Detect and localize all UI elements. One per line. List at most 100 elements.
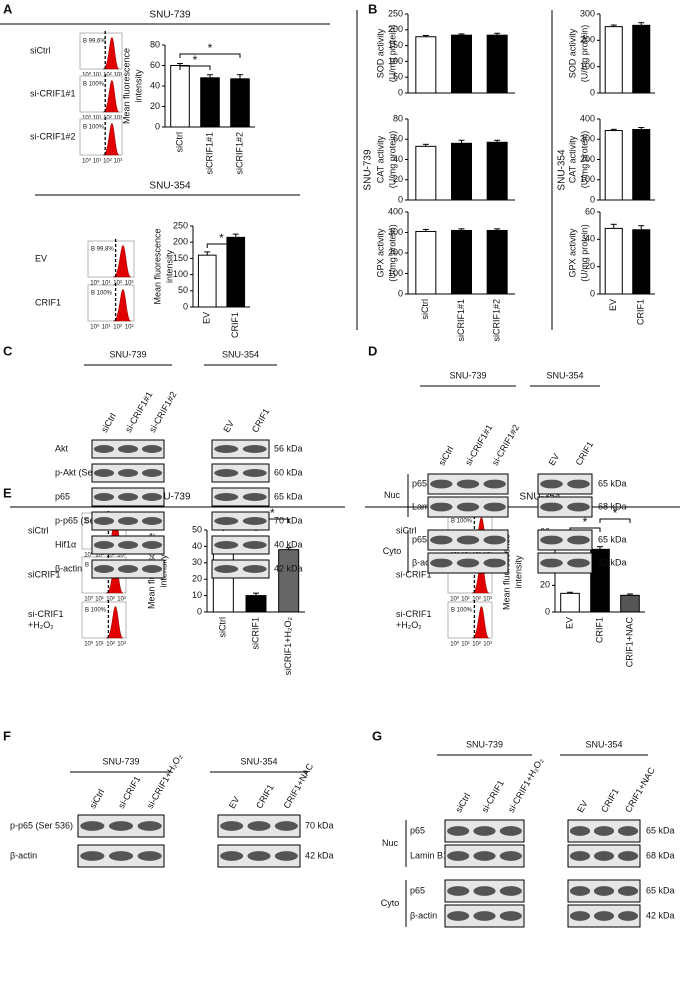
blot-band (456, 535, 480, 545)
histogram-axis-label: 10¹ (95, 553, 104, 559)
x-tick-label: siCRIF1#2 (492, 299, 502, 342)
blot-band (117, 517, 139, 525)
blot-band (214, 445, 239, 453)
blot-frame (211, 439, 270, 459)
blot-band (473, 826, 496, 836)
y-axis-label: intensity (133, 69, 143, 103)
y-axis-label: GPX activity (567, 228, 577, 278)
y-tick-label: 0 (590, 87, 595, 97)
blot-band (242, 493, 267, 501)
y-tick-label: 0 (398, 288, 403, 298)
row-label: β-actin (55, 563, 82, 573)
y-tick-label: 250 (388, 8, 403, 18)
histogram-axis-label: 10² (113, 325, 122, 331)
histogram-axis-label: 10² (472, 597, 481, 603)
lane-label: si-CRIF1 (116, 774, 142, 810)
group-title: SNU-354 (585, 739, 622, 749)
kda-label: 65 kDa (274, 491, 303, 501)
y-tick-label: 20 (540, 580, 550, 590)
gate-label: B 99.6% (83, 39, 106, 45)
blot-band (499, 911, 522, 921)
y-tick-label: 50 (192, 524, 202, 534)
bar (604, 130, 623, 201)
row-label: Lamin B1 (410, 850, 448, 860)
row-label: p65 (410, 885, 425, 895)
y-tick-label: 200 (388, 24, 403, 34)
histogram-peak (106, 606, 124, 639)
panel-label: D (368, 343, 377, 358)
blot-band (430, 502, 453, 512)
histogram-axis-label: 10³ (117, 642, 126, 648)
row-label: p65 (55, 491, 70, 501)
blot-band (540, 558, 563, 568)
y-tick-label: 200 (388, 247, 403, 257)
row-label: p65 (410, 825, 425, 835)
kda-label: 70 kDa (274, 515, 303, 525)
panel-label: G (372, 728, 382, 743)
histogram-axis-label: 10² (106, 642, 115, 648)
group-title: SNU-354 (149, 181, 191, 192)
row-label: siCtrl (30, 45, 51, 55)
histogram-axis-label: 10² (472, 642, 481, 648)
section-label: Cyto (381, 898, 400, 908)
blot-band (499, 826, 522, 836)
row-label: si-CRIF1#1 (30, 88, 76, 98)
bar (632, 129, 651, 201)
x-tick-label: siCRIF1#1 (456, 299, 466, 342)
blot-band (117, 445, 139, 453)
blot-band (214, 541, 239, 549)
y-tick-label: 50 (178, 285, 188, 295)
x-tick-label: EV (202, 312, 212, 324)
blot-band (617, 911, 639, 921)
histogram-axis-label: 10⁰ (450, 641, 460, 648)
y-tick-label: 0 (155, 121, 160, 131)
kda-label: 42 kDa (274, 563, 303, 573)
histogram-axis-label: 10³ (114, 159, 123, 165)
blot-band (567, 479, 590, 489)
blot-frame (211, 463, 270, 483)
y-axis-label: CAT activity (375, 135, 385, 183)
bar (451, 229, 472, 295)
blot-band (569, 911, 591, 921)
blot-frame (537, 552, 593, 574)
histogram-axis-label: 10⁰ (84, 641, 94, 648)
blot-band (80, 851, 105, 861)
row-label: Akt (55, 443, 69, 453)
row-label: p65 (412, 478, 427, 488)
histogram-axis-label: 10² (103, 116, 112, 122)
row-label: β-actin (410, 910, 437, 920)
y-axis-label: (U/mg protein) (579, 131, 589, 189)
histogram-frame (87, 284, 135, 322)
significance-label: * (270, 506, 275, 520)
y-tick-label: 60 (150, 60, 160, 70)
x-tick-label: CRIF1 (594, 617, 604, 643)
y-axis-label: SOD activity (567, 28, 577, 78)
gate-label: B 100% (451, 608, 473, 614)
bar (278, 549, 300, 613)
blot-band (93, 517, 115, 525)
lane-label: EV (547, 452, 562, 467)
y-tick-label: 0 (183, 301, 188, 311)
blot-band (93, 469, 115, 477)
bar (486, 34, 508, 94)
histogram-axis-label: 10¹ (461, 597, 470, 603)
bar (486, 141, 508, 201)
section-label: Cyto (383, 546, 402, 556)
blot-band (593, 886, 615, 896)
y-tick-label: 0 (197, 606, 202, 616)
y-tick-label: 40 (585, 234, 595, 244)
blot-band (214, 469, 239, 477)
y-tick-label: 0 (398, 87, 403, 97)
x-tick-label: CRIF1 (636, 299, 646, 325)
histogram-axis-label: 10² (106, 553, 115, 559)
significance-label: * (219, 231, 224, 245)
row-label: p-Akt (Ser 473) (55, 467, 116, 477)
blot-band (117, 493, 139, 501)
row-label: p65 (412, 534, 427, 544)
lane-label: si-CRIF1+H₂O₂ (145, 752, 185, 810)
significance-label: * (208, 41, 213, 55)
lane-label: siCtrl (87, 787, 106, 810)
y-axis-label: (U/mg protein) (387, 224, 397, 282)
blot-band (141, 565, 163, 573)
x-tick-label: siCtrl (218, 617, 228, 638)
